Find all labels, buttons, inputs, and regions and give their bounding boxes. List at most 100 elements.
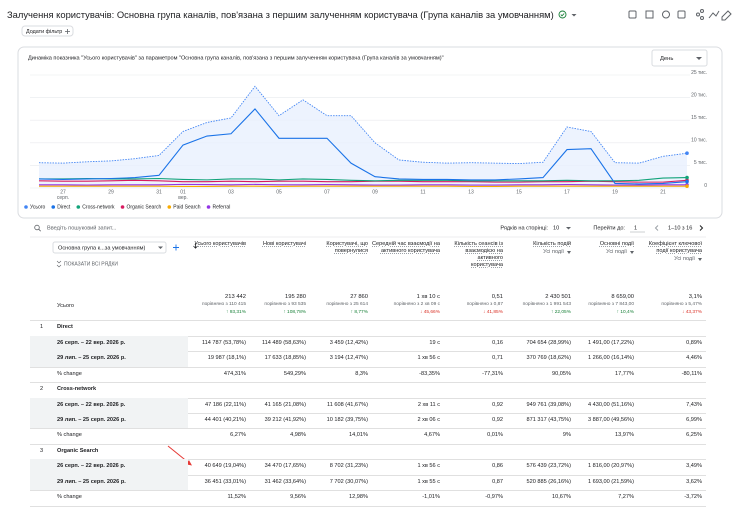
table-cell: 1 хв 56 с — [417, 355, 440, 362]
area-fill — [39, 86, 687, 188]
table-cell: 8,3% — [355, 370, 368, 377]
column-title: Усього користувачів — [194, 241, 246, 247]
column-title: Кількість подій — [533, 241, 571, 247]
add-filter-label[interactable]: Додати фільтр — [26, 29, 62, 35]
table-cell: 12,98% — [349, 494, 368, 501]
table-cell: 44 401 (40,21%) — [204, 417, 246, 423]
group-index: 1 — [40, 324, 44, 331]
group-name: Direct — [57, 324, 73, 331]
total-compare: порівняно з 7 843,00 — [588, 302, 634, 307]
column-title: Кількість сеансів із взаємодією на актив… — [454, 241, 503, 268]
row-label-bg — [30, 413, 188, 429]
series-line — [39, 177, 688, 182]
table-cell: 2 хв 06 с — [417, 417, 440, 423]
table-cell: 1 хв 56 с — [417, 463, 440, 470]
dropdown-caret — [696, 57, 702, 60]
series-line — [38, 85, 688, 165]
column-header: Кількість сеансів із взаємодією на актив… — [444, 241, 503, 269]
table-cell: 114 787 (53,78%) — [201, 339, 246, 346]
x-tick-label: 09 — [372, 189, 378, 195]
add-filter-button[interactable] — [21, 25, 74, 37]
dimension-header[interactable]: Основна група к...за умовчанням) — [58, 245, 145, 251]
x-tick-label: 15 — [516, 189, 522, 195]
table-cell: 114 489 (58,63%) — [261, 339, 306, 346]
total-change: ↑ 8,77% — [350, 310, 368, 315]
table-cell: 0,71 — [492, 355, 503, 362]
row-divider — [30, 351, 706, 353]
total-change: ↑ 108,78% — [283, 310, 306, 315]
totals-cell: 195 280 порівняно з 93 535 ↑ 108,78% — [250, 293, 306, 317]
table-cell: 17 633 (18,85%) — [264, 355, 306, 362]
table-cell: 47 186 (22,11%) — [205, 401, 246, 408]
row-divider — [30, 335, 706, 337]
table-cell: 0,92 — [492, 417, 503, 423]
period-dropdown[interactable] — [651, 49, 708, 67]
table-cell: 9% — [562, 432, 571, 439]
column-filter[interactable]: Усі події — [543, 249, 571, 256]
row-label-bg — [30, 397, 188, 413]
legend-label: Referral — [213, 205, 231, 211]
row-divider — [30, 319, 706, 321]
table-cell: 0,89% — [686, 339, 702, 346]
table-cell: 1 хв 55 с — [417, 478, 440, 485]
total-change: ↓ 43,37% — [681, 310, 702, 315]
total-value: 195 280 — [285, 294, 306, 300]
search-input[interactable]: Введіть пошуковий запит... — [47, 224, 117, 231]
table-cell: 949 761 (39,08%) — [526, 401, 571, 408]
end-point — [685, 151, 689, 155]
title-caret[interactable] — [571, 12, 577, 18]
totals-cell: 27 860 порівняно з 25 614 ↑ 8,77% — [310, 293, 368, 317]
table-cell: 3 459 (12,42%) — [329, 339, 368, 346]
table-cell: 4,46% — [686, 355, 702, 362]
period-label[interactable]: День — [660, 56, 673, 62]
legend-marker — [206, 205, 211, 209]
total-compare: порівняно з 0,87 — [466, 302, 503, 307]
table-cell: 3,62% — [686, 478, 702, 485]
column-filter[interactable]: Усі події — [606, 249, 634, 256]
row-label: % change — [57, 494, 82, 501]
row-label-bg — [30, 351, 188, 367]
table-cell: -3,72% — [684, 494, 702, 501]
go-to-value[interactable]: 1 — [634, 225, 637, 231]
prev-page[interactable] — [654, 225, 659, 231]
table-cell: 39 212 (41,92%) — [264, 417, 306, 423]
page-title-bar: Залучення користувачів: Основна група ка… — [7, 9, 577, 20]
table-cell: 6,25% — [686, 432, 702, 439]
show-all-rows[interactable]: ПОКАЗАТИ ВСІ РЯДКИ — [64, 261, 118, 267]
status-icon — [558, 10, 567, 19]
table-cell: 1 816,00 (20,97%) — [587, 463, 634, 470]
dimension-dropdown[interactable] — [52, 241, 167, 254]
y-tick-label: 0 — [704, 183, 707, 189]
table-cell: 7 702 (30,07%) — [329, 478, 368, 485]
end-point — [685, 179, 689, 184]
legend-label: Organic Search — [127, 205, 162, 211]
table-cell: 576 439 (23,72%) — [526, 463, 571, 470]
row-divider — [30, 413, 706, 414]
column-title: Середній час взаємодії на активного кори… — [372, 241, 440, 254]
row-divider — [30, 366, 706, 368]
row-divider — [30, 505, 706, 507]
group-name: Organic Search — [57, 447, 99, 454]
table-cell: 3 194 (12,47%) — [329, 355, 368, 362]
table-cell: 1 266,00 (16,14%) — [587, 355, 634, 362]
table-cell: 19 с — [429, 339, 440, 346]
toolbar-icons[interactable] — [628, 9, 732, 21]
dropdown-caret — [566, 227, 571, 230]
column-header: Користувачі, що повернулися — [310, 241, 368, 255]
table-cell: 0,87 — [492, 478, 503, 485]
next-page[interactable] — [699, 225, 704, 231]
table-cell: 10,67% — [552, 494, 571, 501]
add-dimension[interactable] — [173, 244, 179, 251]
page-range: 1–10 з 16 — [668, 225, 692, 231]
column-filter[interactable]: Усі події — [674, 256, 702, 263]
legend-label: Paid Search — [173, 205, 200, 211]
table-cell: 370 769 (18,62%) — [526, 355, 571, 362]
rows-per-page-value[interactable]: 10 — [553, 225, 559, 231]
table-cell: -1,01% — [422, 494, 440, 501]
column-title: Нові користувачі — [262, 241, 306, 247]
table-cell: 40 649 (19,04%) — [204, 463, 246, 470]
x-tick-label: 03 — [228, 189, 234, 195]
x-tick-label: 27 — [60, 189, 66, 195]
table-cell: 4,67% — [424, 432, 440, 439]
legend-label: Усього — [30, 205, 45, 211]
